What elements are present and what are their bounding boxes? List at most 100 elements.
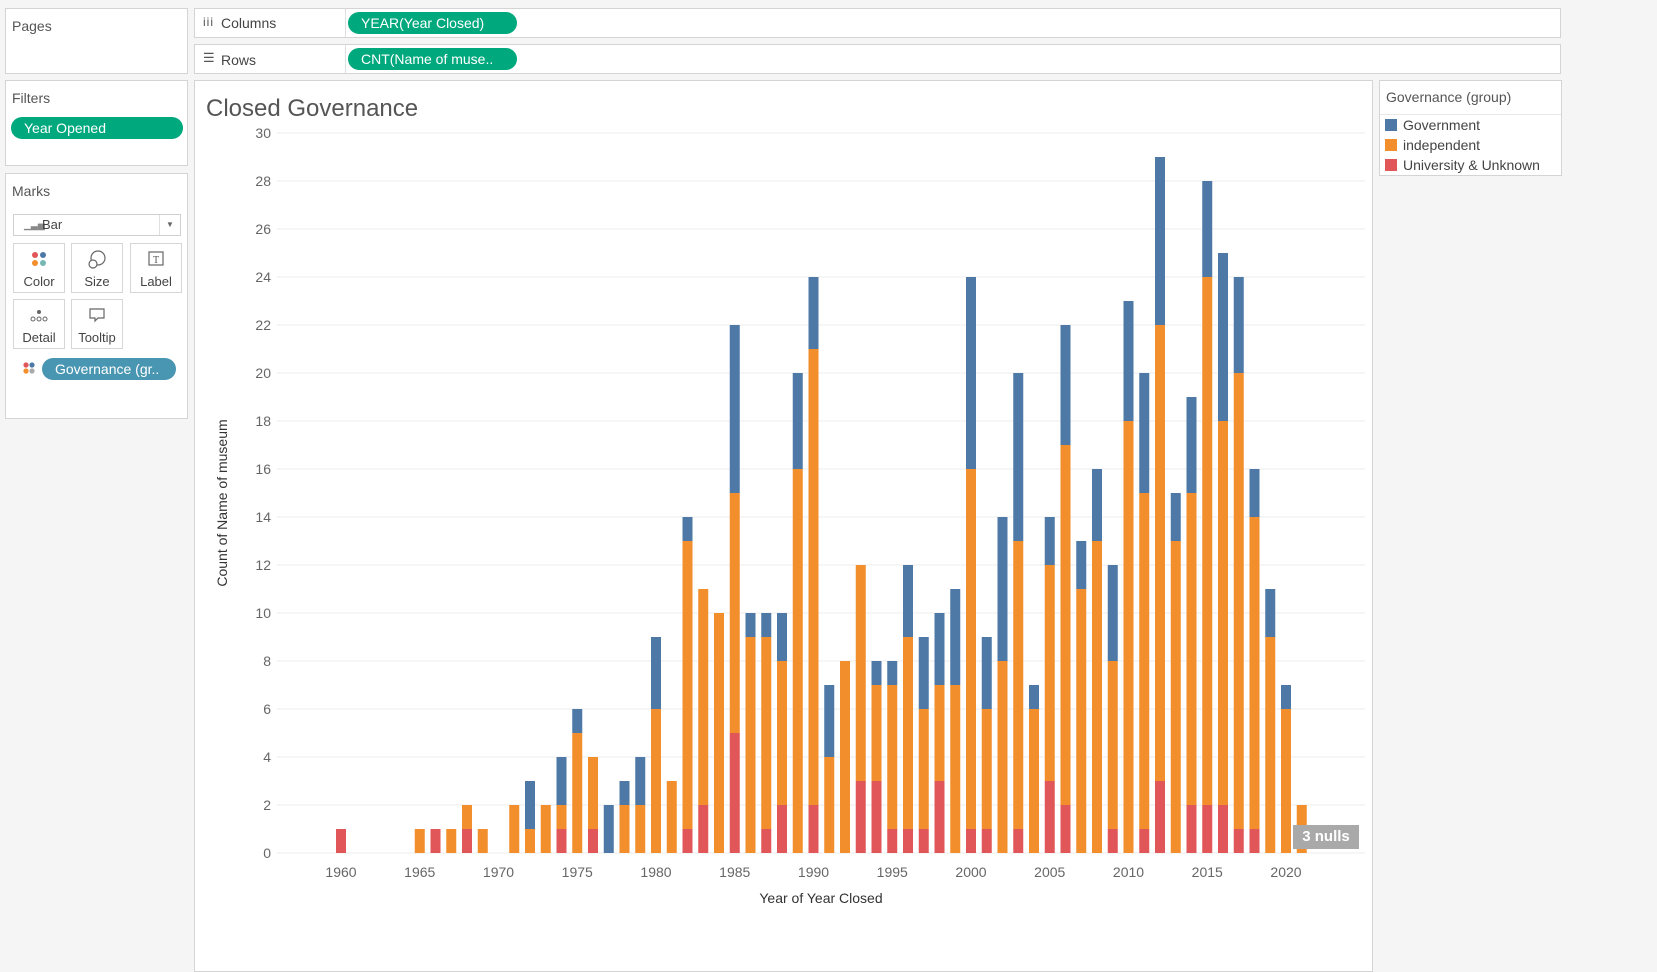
x-tick-label: 1995 (877, 864, 908, 880)
bar-segment (887, 685, 898, 829)
filters-shelf[interactable]: Filters Year Opened (5, 80, 188, 166)
y-tick-label: 4 (263, 749, 271, 765)
bar-segment (981, 709, 992, 829)
bar-segment (1155, 325, 1165, 781)
detail-button[interactable]: Detail (13, 299, 65, 349)
bar-segment (572, 733, 583, 853)
bar-segment (336, 829, 346, 853)
bar-segment (1233, 829, 1244, 853)
nulls-indicator[interactable]: 3 nulls (1293, 825, 1359, 849)
y-tick-label: 10 (255, 605, 271, 621)
bar-segment (761, 637, 772, 829)
bar-segment (619, 781, 630, 805)
bar-segment (1092, 469, 1102, 541)
pages-shelf[interactable]: Pages (5, 8, 188, 74)
y-tick-label: 20 (255, 365, 271, 381)
legend-card: Governance (group) Government independen… (1379, 80, 1562, 176)
legend-label-independent: independent (1403, 137, 1481, 153)
bar-segment (887, 661, 898, 685)
bar-segment (714, 613, 724, 853)
rows-icon: ☰ (203, 50, 215, 65)
columns-pill-year-closed[interactable]: YEAR(Year Closed) (348, 12, 517, 34)
bar-segment (1013, 373, 1024, 541)
bar-segment (414, 829, 425, 853)
bar-segment (556, 757, 567, 805)
detail-button-label: Detail (22, 330, 56, 345)
bar-segment (1123, 301, 1134, 421)
bar-segment (603, 805, 614, 853)
marks-title: Marks (12, 183, 51, 199)
bar-segment (1107, 829, 1118, 853)
x-tick-label: 1965 (404, 864, 435, 880)
chart-area[interactable]: 0 2 4 6 8 10 12 14 16 18 20 22 24 26 28 30 1960 1965 1970 1… (195, 121, 1372, 961)
legend-separator (1380, 114, 1561, 115)
bar-segment (745, 613, 756, 637)
bar-segment (918, 829, 929, 853)
bar-segment (1265, 637, 1276, 853)
bar-segment (1139, 829, 1150, 853)
bar-segment (430, 829, 441, 853)
bar-segment (1218, 805, 1228, 853)
bar-segment (1044, 781, 1055, 853)
bar-segment (1060, 325, 1071, 445)
legend-item-independent[interactable]: independent (1385, 136, 1480, 154)
legend-item-government[interactable]: Government (1385, 116, 1480, 134)
bar-segment (1092, 541, 1102, 853)
bar-segment (525, 829, 535, 853)
x-tick-label: 2000 (955, 864, 986, 880)
x-tick-label: 2010 (1113, 864, 1144, 880)
bar-segment (808, 277, 819, 349)
bar-segment (1170, 493, 1181, 541)
y-tick-label: 8 (263, 653, 271, 669)
y-tick-label: 6 (263, 701, 271, 717)
bar-segment (635, 805, 646, 853)
y-tick-label: 30 (255, 125, 271, 141)
rows-shelf[interactable]: ☰ Rows CNT(Name of muse.. (194, 44, 1561, 74)
bar-segment (1170, 541, 1181, 853)
columns-shelf[interactable]: iii Columns YEAR(Year Closed) (194, 8, 1561, 38)
bar-segment (729, 325, 740, 493)
y-tick-label: 22 (255, 317, 271, 333)
x-tick-label: 1990 (798, 864, 829, 880)
bar-segment (1013, 829, 1024, 853)
bar-segment (619, 805, 630, 853)
legend-swatch-independent (1385, 139, 1397, 151)
bar-segment (1013, 541, 1024, 829)
bar-segment (682, 541, 693, 829)
bar-segment (1202, 277, 1213, 805)
mark-type-dropdown[interactable]: ▁▃▅ Bar ▼ (13, 214, 181, 236)
size-button[interactable]: Size (71, 243, 123, 293)
svg-text:T: T (153, 255, 159, 266)
bar-segment (1060, 805, 1071, 853)
bar-segment (1155, 781, 1165, 853)
y-tick-label: 14 (255, 509, 271, 525)
y-tick-label: 0 (263, 845, 271, 861)
bar-segment (950, 589, 961, 685)
bar-segment (1107, 565, 1118, 661)
bar-segment (824, 685, 835, 757)
bar-segment (540, 805, 551, 853)
bar-chart-icon: ▁▃▅ (24, 220, 45, 230)
view-title: Closed Governance (206, 95, 419, 122)
bar-segment (934, 685, 945, 781)
label-button-label: Label (140, 274, 172, 289)
bar-segment (556, 829, 567, 853)
tooltip-button[interactable]: Tooltip (71, 299, 123, 349)
y-tick-label: 26 (255, 221, 271, 237)
color-button[interactable]: Color (13, 243, 65, 293)
filters-title: Filters (12, 90, 51, 106)
bar-segment (525, 781, 535, 829)
legend-swatch-university-unknown (1385, 159, 1397, 171)
y-tick-label: 12 (255, 557, 271, 573)
bar-segment (934, 613, 945, 685)
bar-segment (698, 589, 709, 805)
bar-segment (777, 613, 787, 661)
label-button[interactable]: T Label (130, 243, 182, 293)
bar-segment (1076, 541, 1087, 589)
bar-segment (1233, 373, 1244, 829)
rows-pill-count-name[interactable]: CNT(Name of muse.. (348, 48, 517, 70)
bar-segment (588, 757, 598, 829)
filter-pill-year-opened[interactable]: Year Opened (11, 117, 183, 139)
color-pill-governance[interactable]: Governance (gr.. (42, 358, 176, 380)
legend-item-university-unknown[interactable]: University & Unknown (1385, 156, 1540, 174)
